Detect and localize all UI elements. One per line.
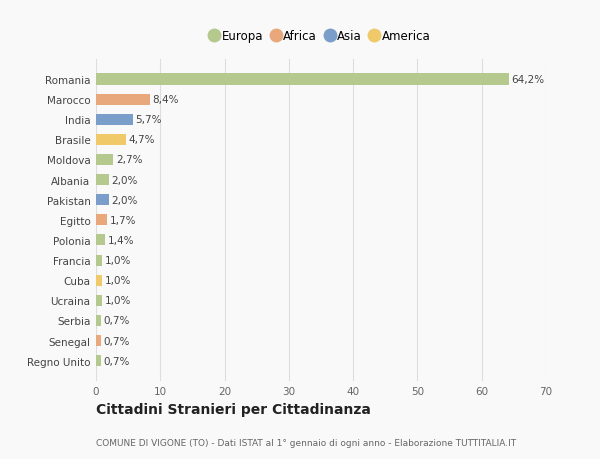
Text: 4,7%: 4,7%: [129, 135, 155, 145]
Text: 1,7%: 1,7%: [110, 215, 136, 225]
Text: 1,0%: 1,0%: [105, 275, 131, 285]
Text: 0,7%: 0,7%: [103, 336, 130, 346]
Text: 0,7%: 0,7%: [103, 316, 130, 326]
Bar: [96, 155, 113, 166]
Bar: [96, 235, 105, 246]
Bar: [96, 95, 150, 106]
Text: 1,0%: 1,0%: [105, 256, 131, 265]
Legend: Europa, Africa, Asia, America: Europa, Africa, Asia, America: [211, 30, 431, 43]
Bar: [96, 295, 103, 306]
Text: Cittadini Stranieri per Cittadinanza: Cittadini Stranieri per Cittadinanza: [96, 402, 371, 416]
Bar: [96, 335, 101, 346]
Text: 2,0%: 2,0%: [112, 195, 138, 205]
Text: 5,7%: 5,7%: [135, 115, 162, 125]
Text: 1,4%: 1,4%: [107, 235, 134, 246]
Bar: [96, 255, 103, 266]
Bar: [96, 215, 107, 226]
Text: 2,7%: 2,7%: [116, 155, 142, 165]
Text: 0,7%: 0,7%: [103, 356, 130, 366]
Bar: [96, 114, 133, 125]
Bar: [96, 275, 103, 286]
Text: 2,0%: 2,0%: [112, 175, 138, 185]
Text: 64,2%: 64,2%: [511, 75, 544, 85]
Bar: [96, 134, 126, 146]
Bar: [96, 355, 101, 366]
Bar: [96, 74, 509, 85]
Text: COMUNE DI VIGONE (TO) - Dati ISTAT al 1° gennaio di ogni anno - Elaborazione TUT: COMUNE DI VIGONE (TO) - Dati ISTAT al 1°…: [96, 438, 516, 447]
Text: 8,4%: 8,4%: [152, 95, 179, 105]
Bar: [96, 174, 109, 186]
Text: 1,0%: 1,0%: [105, 296, 131, 306]
Bar: [96, 195, 109, 206]
Bar: [96, 315, 101, 326]
